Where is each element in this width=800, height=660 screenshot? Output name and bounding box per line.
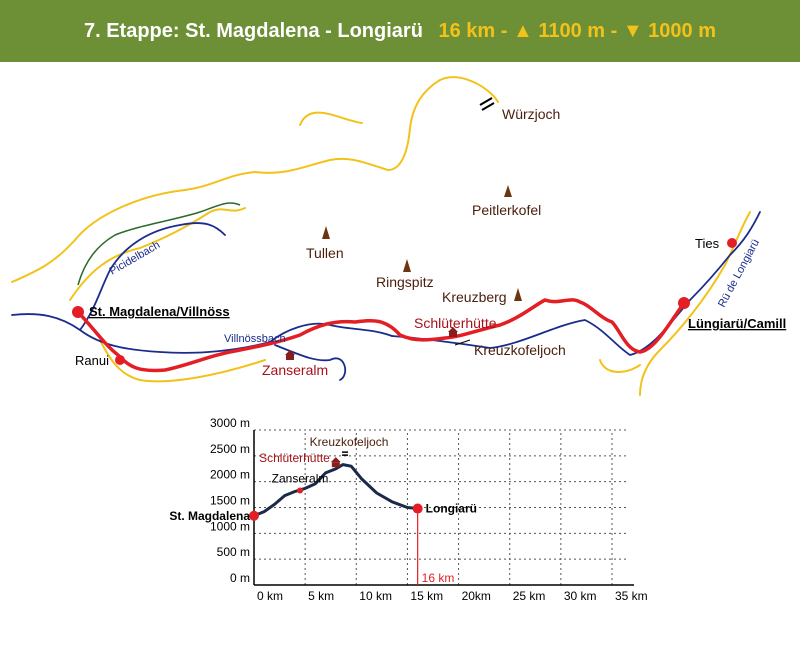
- hut-icon-schluterhutte: [448, 327, 458, 337]
- profile-marker-label: St. Magdalena: [169, 509, 250, 523]
- profile-hut-icon: [330, 457, 341, 463]
- y-tick-label: 1500 m: [210, 494, 250, 508]
- label-ru-de-longiaru: Rü de Longiarü: [716, 237, 762, 309]
- label-picidelbach: Picidelbach: [108, 239, 163, 278]
- profile-line: [253, 463, 418, 518]
- label-kreuzkofeljoch: Kreuzkofeljoch: [474, 342, 566, 358]
- label-zanseralm: Zanseralm: [262, 362, 328, 378]
- village-point-ranui: [115, 355, 125, 365]
- x-tick-label: 20km: [462, 589, 491, 603]
- label-schluterhutte: Schlüterhütte: [414, 315, 497, 331]
- profile-marker-label: Kreuzkofeljoch: [310, 435, 389, 449]
- profile-marker-dot: [412, 503, 423, 514]
- profile-marker-label: Schlüterhütte: [259, 451, 330, 465]
- header-bar: 7. Etappe: St. Magdalena - Longiarü 16 k…: [0, 0, 800, 62]
- profile-grid: [254, 429, 628, 585]
- stage-title-text: 7. Etappe: St. Magdalena - Longiarü: [83, 20, 423, 42]
- x-tick-label: 10 km: [359, 589, 392, 603]
- hut-icon-zanseralm: [285, 350, 295, 360]
- x-tick-label: 5 km: [308, 589, 334, 603]
- x-tick-label: 25 km: [513, 589, 546, 603]
- y-tick-label: 3000 m: [210, 416, 250, 430]
- profile-marker-label: Zanseralm: [272, 471, 329, 485]
- profile-hut-icon-base: [331, 462, 340, 468]
- village-point-ties: [727, 238, 737, 248]
- label-kreuzberg: Kreuzberg: [442, 289, 507, 305]
- y-tick-label: 2500 m: [210, 442, 250, 456]
- x-tick-label: 35 km: [615, 589, 648, 603]
- stage-title: 7. Etappe: St. Magdalena - Longiarü 16 k…: [0, 0, 800, 62]
- streams: [11, 211, 761, 381]
- label-ties: Ties: [695, 236, 720, 251]
- profile-markers: St. Magdalena Zanseralm Schlüterhütte Kreuz…: [169, 435, 477, 523]
- label-ringspitz: Ringspitz: [376, 274, 434, 290]
- peak-icon-tullen: [322, 226, 330, 239]
- stage-stats: 16 km - ▲ 1100 m - ▼ 1000 m: [438, 20, 717, 42]
- profile-marker-label: Longiarü: [426, 502, 477, 516]
- y-tick-label: 1000 m: [210, 519, 250, 533]
- label-tullen: Tullen: [306, 245, 344, 261]
- label-lungiaru: Lüngiarü/Camill: [688, 316, 786, 331]
- end-marker-label: 16 km: [422, 571, 455, 585]
- elevation-profile: 0 m 500 m 1000 m 1500 m 2000 m 2500 m 3000 m 0…: [169, 416, 647, 603]
- peak-icon-kreuzberg: [514, 288, 522, 301]
- peak-icon-ringspitz: [403, 259, 411, 272]
- label-ranui: Ranui: [75, 353, 109, 368]
- stage-point-start: [72, 306, 84, 318]
- x-tick-label: 30 km: [564, 589, 597, 603]
- y-tick-label: 0 m: [230, 571, 250, 585]
- label-peitlerkofel: Peitlerkofel: [472, 202, 541, 218]
- x-tick-label: 0 km: [257, 589, 283, 603]
- y-tick-label: 2000 m: [210, 468, 250, 482]
- label-villnossbach: Villnössbach: [224, 333, 286, 345]
- profile-pass-icon: [342, 451, 349, 456]
- pass-icon: [479, 97, 495, 111]
- label-st-magdalena: St. Magdalena/Villnöss: [89, 304, 230, 319]
- stage-point-end: [678, 297, 690, 309]
- trail: [77, 202, 241, 286]
- label-wurzjoch: Würzjoch: [502, 106, 560, 122]
- peak-icon-peitlerkofel: [504, 185, 512, 197]
- y-tick-label: 500 m: [217, 545, 250, 559]
- x-tick-labels: 0 km 5 km 10 km 15 km 20km 25 km 30 km 35 km: [257, 589, 648, 603]
- hiking-route: [76, 298, 686, 373]
- profile-marker-dot: [249, 510, 259, 521]
- x-tick-label: 15 km: [410, 589, 443, 603]
- y-tick-labels: 0 m 500 m 1000 m 1500 m 2000 m 2500 m 3000 m: [210, 416, 250, 585]
- profile-marker-dot: [297, 487, 304, 494]
